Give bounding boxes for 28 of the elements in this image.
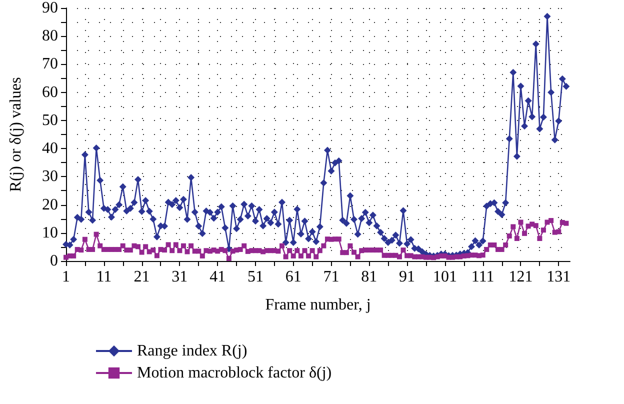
y-tick-label: 90 bbox=[42, 0, 58, 16]
x-tick-label: 61 bbox=[285, 268, 302, 286]
x-tick-label: 21 bbox=[134, 268, 150, 286]
x-tick-label: 11 bbox=[96, 268, 112, 286]
y-tick-label: 30 bbox=[42, 168, 58, 186]
x-tick-label: 121 bbox=[508, 268, 533, 286]
x-tick-label: 51 bbox=[247, 268, 264, 286]
legend-label: Range index R(j) bbox=[137, 342, 248, 360]
x-tick-label: 41 bbox=[210, 268, 226, 286]
x-tick-label: 31 bbox=[172, 268, 188, 286]
y-axis-title: R(j) or δ(j) values bbox=[8, 77, 24, 192]
x-tick-label: 81 bbox=[361, 268, 378, 286]
y-tick-label: 70 bbox=[42, 56, 58, 73]
x-tick-label: 131 bbox=[546, 268, 571, 286]
y-tick-label: 10 bbox=[42, 224, 58, 242]
y-tick-label: 80 bbox=[42, 28, 58, 45]
x-tick-label: 71 bbox=[323, 268, 340, 286]
y-tick-label: 60 bbox=[42, 84, 58, 101]
y-tick-label: 0 bbox=[50, 252, 58, 270]
y-tick-label: 20 bbox=[42, 196, 58, 214]
x-tick-label: 111 bbox=[471, 268, 494, 286]
x-tick-label: 101 bbox=[432, 268, 457, 286]
x-tick-label: 91 bbox=[399, 268, 416, 286]
y-tick-label: 50 bbox=[42, 112, 58, 129]
x-axis-title: Frame number, j bbox=[265, 296, 371, 314]
x-tick-label: 1 bbox=[62, 268, 70, 286]
legend-label: Motion macroblock factor δ(j) bbox=[137, 364, 332, 382]
y-tick-label: 40 bbox=[42, 140, 58, 158]
